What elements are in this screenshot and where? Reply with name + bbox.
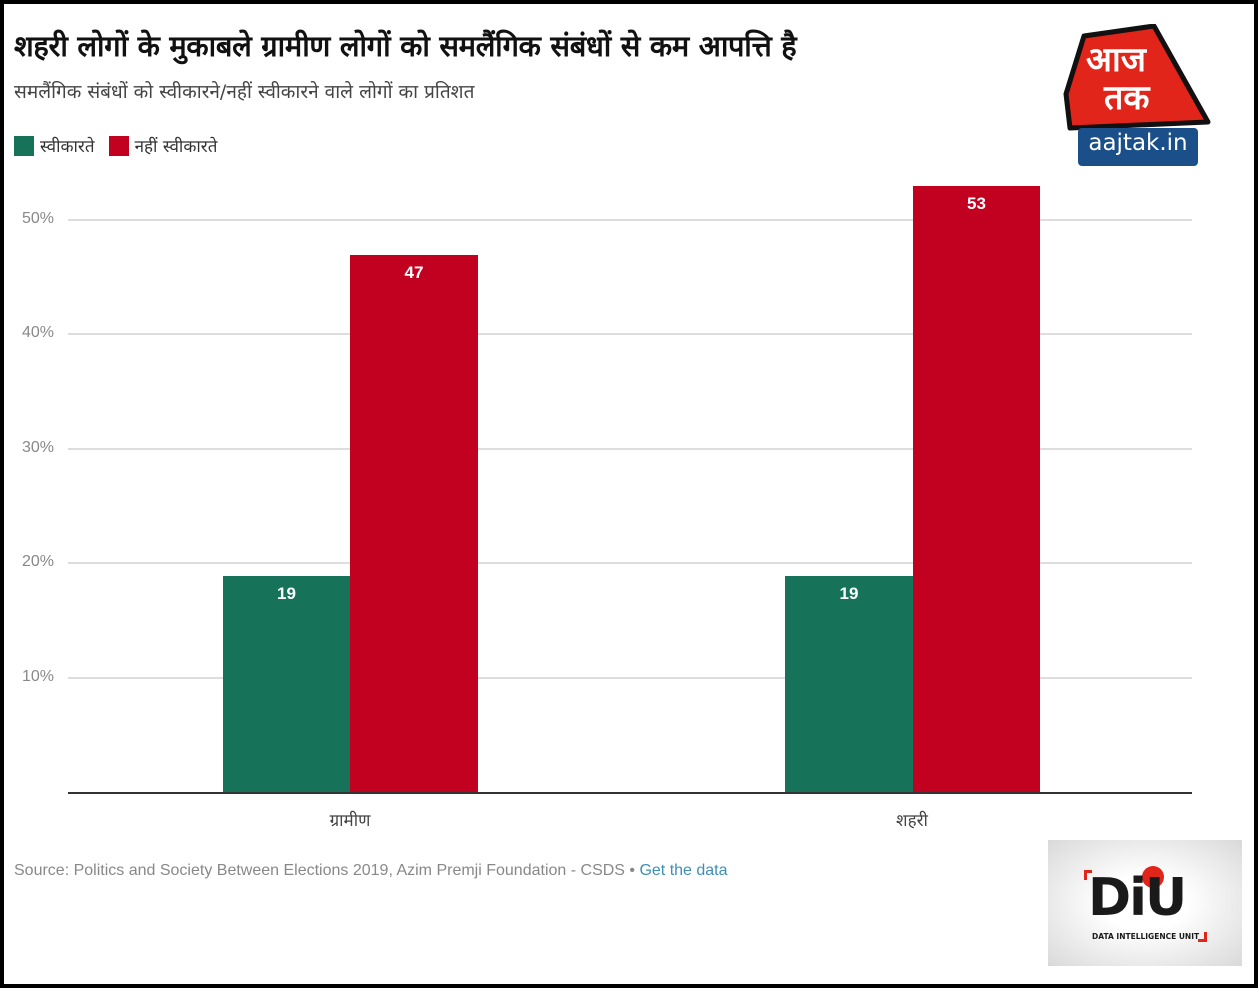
corner-bracket-icon <box>1198 939 1207 942</box>
bar-value-label: 19 <box>277 584 296 603</box>
diu-logo: DiU DATA INTELLIGENCE UNIT <box>1048 840 1242 966</box>
gridline <box>68 448 1192 450</box>
source-note: Source: Politics and Society Between Ele… <box>14 862 728 880</box>
corner-bracket-icon <box>1084 870 1087 880</box>
legend-item-accept: स्वीकारते <box>14 134 95 157</box>
corner-bracket-icon <box>1204 932 1207 942</box>
bar-rural-reject[interactable]: 47 <box>350 255 478 793</box>
y-tick-label: 10% <box>22 668 55 685</box>
get-data-link[interactable]: Get the data <box>639 862 728 879</box>
x-axis-line <box>68 792 1192 794</box>
aajtak-logo-icon <box>1063 23 1211 166</box>
gridline <box>68 219 1192 221</box>
bar-urban-accept[interactable]: 19 <box>785 576 913 793</box>
chart-title: शहरी लोगों के मुकाबले ग्रामीण लोगों को स… <box>14 29 797 63</box>
y-tick-label: 20% <box>22 553 55 570</box>
bar-rural-accept[interactable]: 19 <box>223 576 350 793</box>
legend-label: नहीं स्वीकारते <box>134 137 218 157</box>
legend-swatch-green-icon <box>14 135 34 156</box>
bar-value-label: 19 <box>839 584 859 603</box>
diu-caption: DATA INTELLIGENCE UNIT <box>1092 932 1200 941</box>
y-tick-label: 40% <box>22 324 55 341</box>
chart-subtitle: समलैंगिक संबंधों को स्वीकारने/नहीं स्वीक… <box>14 81 475 103</box>
legend-item-reject: नहीं स्वीकारते <box>108 134 218 157</box>
y-tick-label: 50% <box>22 210 55 227</box>
x-tick-label: ग्रामीण <box>329 811 371 831</box>
aajtak-hindi-top: आज <box>1086 40 1146 80</box>
corner-bracket-icon <box>1084 870 1092 873</box>
diu-wordmark: DiU <box>1088 868 1187 928</box>
legend-swatch-red-icon <box>108 135 129 156</box>
bar-value-label: 53 <box>967 194 986 213</box>
y-tick-label: 30% <box>22 439 55 456</box>
legend: स्वीकारते नहीं स्वीकारते <box>14 134 231 157</box>
x-tick-label: शहरी <box>896 811 928 831</box>
brain-dot-icon <box>1142 866 1164 888</box>
gridline <box>68 562 1192 564</box>
chart-frame: शहरी लोगों के मुकाबले ग्रामीण लोगों को स… <box>4 4 1254 984</box>
aajtak-hindi-bottom: तक <box>1104 78 1150 118</box>
bar-value-label: 47 <box>404 263 424 282</box>
aajtak-domain: aajtak.in <box>1088 130 1188 156</box>
gridline <box>68 333 1192 335</box>
bar-urban-reject[interactable]: 53 <box>913 186 1040 793</box>
source-text: Source: Politics and Society Between Ele… <box>14 862 640 879</box>
gridline <box>68 677 1192 679</box>
aajtak-logo: आज तक aajtak.in <box>1062 23 1212 169</box>
legend-label: स्वीकारते <box>40 137 95 157</box>
